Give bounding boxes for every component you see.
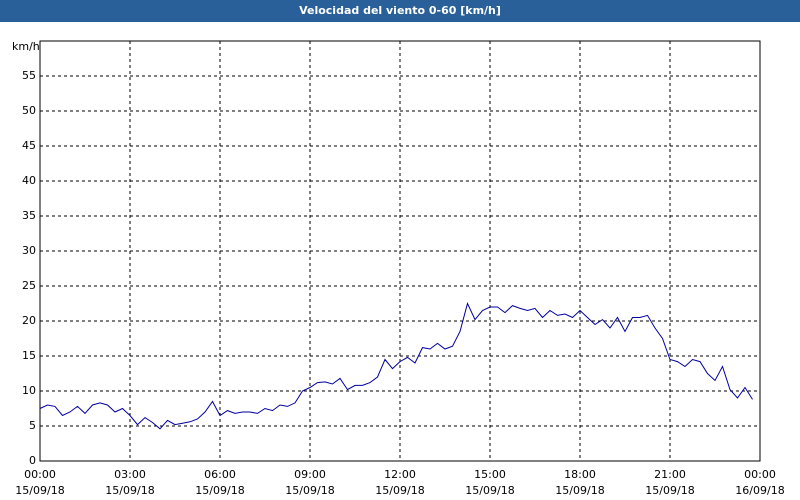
x-tick-label: 09:00	[294, 468, 326, 481]
y-axis-label: km/h	[12, 40, 40, 53]
x-tick-date: 15/09/18	[645, 484, 694, 497]
y-tick-label: 55	[22, 69, 36, 82]
line-series	[39, 302, 753, 430]
x-tick-label: 06:00	[204, 468, 236, 481]
x-tick-label: 21:00	[654, 468, 686, 481]
chart-title: Velocidad del viento 0-60 [km/h]	[299, 4, 501, 17]
y-tick-label: 45	[22, 139, 36, 152]
y-tick-label: 15	[22, 349, 36, 362]
x-tick-date: 15/09/18	[375, 484, 424, 497]
y-tick-label: 25	[22, 279, 36, 292]
y-tick-label: 50	[22, 104, 36, 117]
title-bar	[0, 0, 800, 22]
y-tick-label: 0	[29, 454, 36, 467]
x-tick-label: 12:00	[384, 468, 416, 481]
x-tick-date: 15/09/18	[195, 484, 244, 497]
x-tick-date: 15/09/18	[285, 484, 334, 497]
x-tick-label: 03:00	[114, 468, 146, 481]
y-tick-label: 40	[22, 174, 36, 187]
x-tick-label: 00:00	[24, 468, 56, 481]
y-tick-label: 5	[29, 419, 36, 432]
x-tick-date: 16/09/18	[735, 484, 784, 497]
y-tick-label: 20	[22, 314, 36, 327]
y-tick-label: 10	[22, 384, 36, 397]
y-tick-label: 30	[22, 244, 36, 257]
x-tick-date: 15/09/18	[465, 484, 514, 497]
x-tick-date: 15/09/18	[15, 484, 64, 497]
x-tick-label: 18:00	[564, 468, 596, 481]
x-tick-label: 15:00	[474, 468, 506, 481]
y-tick-label: 35	[22, 209, 36, 222]
x-tick-date: 15/09/18	[555, 484, 604, 497]
x-tick-date: 15/09/18	[105, 484, 154, 497]
x-tick-label: 00:00	[744, 468, 776, 481]
